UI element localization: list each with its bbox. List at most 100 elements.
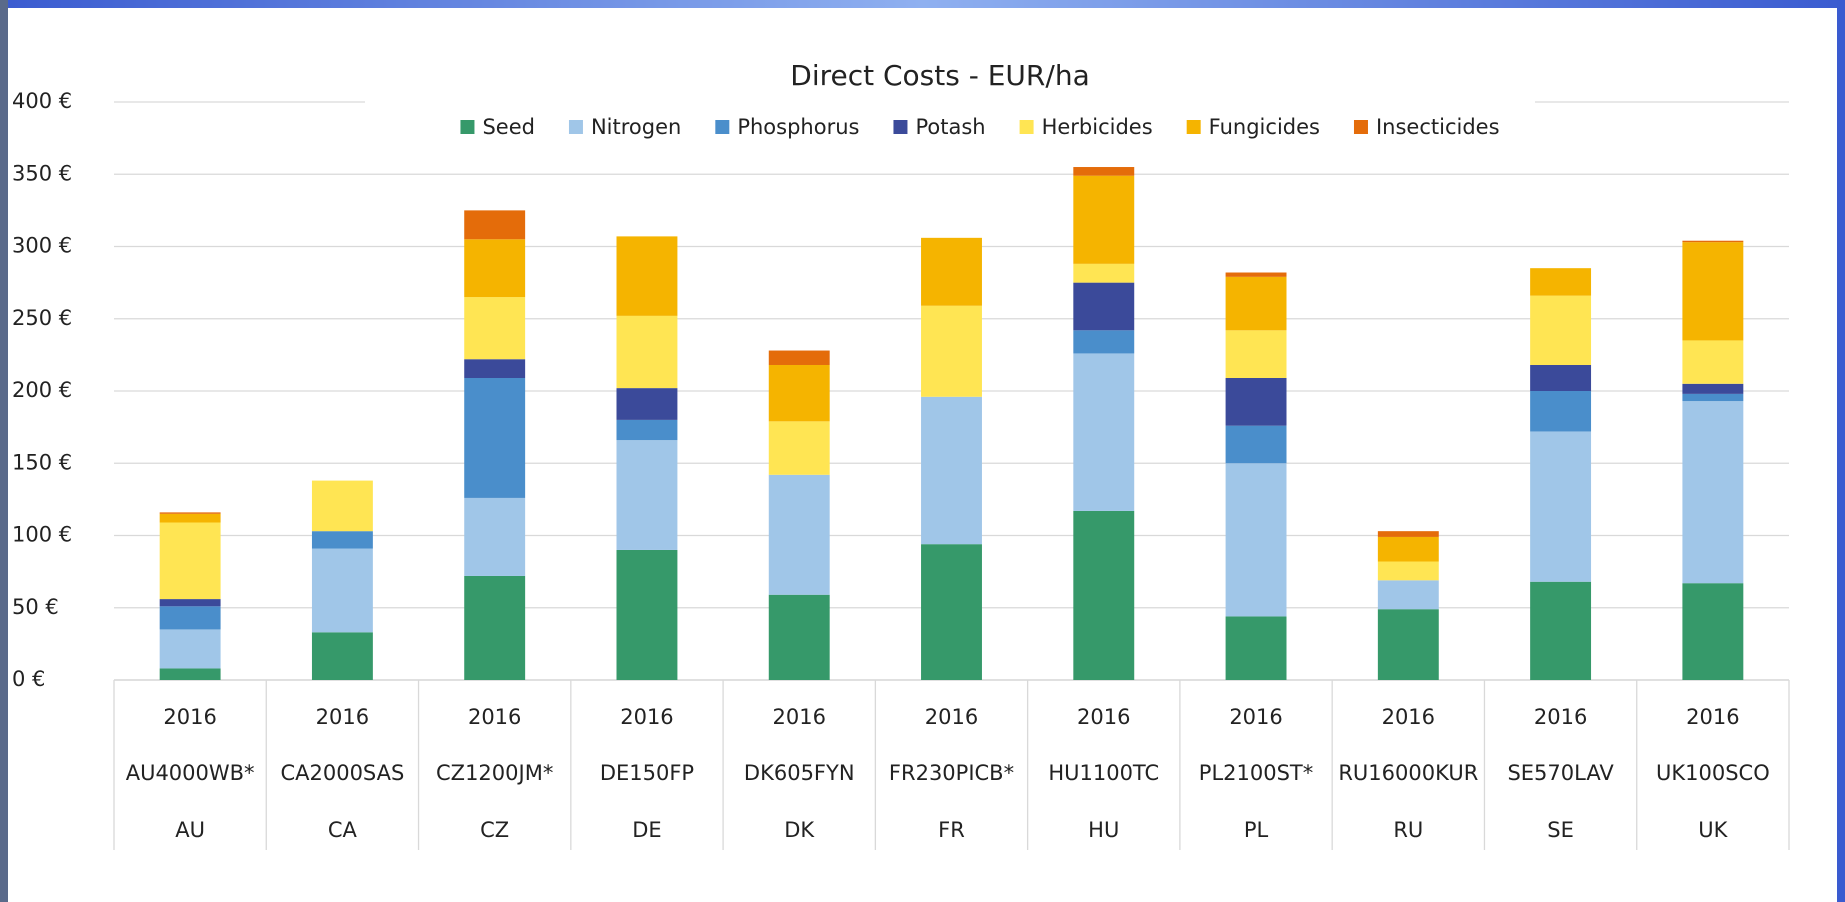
y-tick-label: 250 € [12, 306, 72, 330]
bar-segment [1073, 264, 1134, 283]
bar-segment [1530, 365, 1591, 391]
bar-segment [921, 238, 982, 306]
x-tick-label: 2016 [925, 705, 978, 729]
bar-segment [464, 359, 525, 378]
bar-segment [1530, 391, 1591, 431]
x-tick-label: RU [1393, 818, 1423, 842]
bar-segment [312, 632, 373, 680]
bar-segment [769, 351, 830, 365]
legend-swatch [1020, 120, 1034, 134]
x-tick-label: HU [1088, 818, 1119, 842]
bar-segment [160, 522, 221, 599]
bar-segment [1378, 537, 1439, 562]
x-tick-label: SE570LAV [1507, 761, 1614, 785]
bar-segment [1073, 167, 1134, 176]
x-tick-label: 2016 [1229, 705, 1282, 729]
x-tick-label: 2016 [163, 705, 216, 729]
x-tick-label: 2016 [1382, 705, 1435, 729]
bar-segment [1682, 401, 1743, 583]
y-tick-label: 0 € [12, 667, 45, 691]
x-tick-label: CZ [480, 818, 509, 842]
y-tick-label: 50 € [12, 595, 59, 619]
legend-label: Fungicides [1209, 115, 1320, 139]
bar-segment [1073, 283, 1134, 331]
x-tick-label: 2016 [1534, 705, 1587, 729]
slide-band [0, 0, 1845, 8]
x-tick-label: CZ1200JM* [436, 761, 553, 785]
chart: Direct Costs - EUR/ha 0 € 50 € 100 € 150 € 2… [0, 0, 1845, 902]
x-tick-label: UK100SCO [1656, 761, 1770, 785]
bar-segment [617, 236, 678, 315]
x-tick-label: DK [784, 818, 815, 842]
y-tick-label: 400 € [12, 89, 72, 113]
x-tick-label: DK605FYN [744, 761, 855, 785]
x-tick-label: AU4000WB* [126, 761, 255, 785]
x-tick-label: HU1100TC [1048, 761, 1159, 785]
x-tick-label: FR [938, 818, 965, 842]
legend-label: Seed [482, 115, 535, 139]
bar-segment [312, 549, 373, 633]
legend-swatch [715, 120, 729, 134]
x-tick-label: CA [328, 818, 358, 842]
bar-segment [921, 306, 982, 397]
legend-swatch [1187, 120, 1201, 134]
legend-swatch [569, 120, 583, 134]
y-tick-label: 200 € [12, 378, 72, 402]
bar-segment [617, 440, 678, 550]
bar-segment [1226, 378, 1287, 426]
legend-label: Insecticides [1376, 115, 1500, 139]
bar-segment [1378, 562, 1439, 581]
bar-segment [1530, 268, 1591, 295]
x-tick-label: 2016 [1077, 705, 1130, 729]
x-tick-label: PL [1244, 818, 1269, 842]
x-tick-label: 2016 [468, 705, 521, 729]
y-tick-label: 350 € [12, 161, 72, 185]
bar-segment [1226, 463, 1287, 616]
bar-segment [464, 498, 525, 576]
y-tick-label: 150 € [12, 450, 72, 474]
x-tick-label: PL2100ST* [1199, 761, 1313, 785]
bar-segment [921, 397, 982, 544]
bar-segment [1226, 277, 1287, 330]
bar-segment [617, 388, 678, 420]
bar-segment [1073, 511, 1134, 680]
x-tick-label: CA2000SAS [280, 761, 404, 785]
bar-segment [1073, 176, 1134, 264]
bar-segment [1682, 340, 1743, 383]
bar-segment [1378, 609, 1439, 680]
bar-segment [464, 297, 525, 359]
legend-label: Phosphorus [737, 115, 859, 139]
bar-segment [464, 378, 525, 498]
x-tick-label: 2016 [620, 705, 673, 729]
bar-segment [1226, 330, 1287, 378]
bar-segment [1073, 330, 1134, 353]
bar-segment [1226, 273, 1287, 277]
bar-segment [617, 550, 678, 680]
bar-segment [464, 239, 525, 297]
legend-label: Potash [915, 115, 985, 139]
bar-segment [1682, 394, 1743, 401]
bar-segment [464, 576, 525, 680]
bar-segment [1226, 616, 1287, 680]
bar-segment [921, 544, 982, 680]
x-tick-label: AU [175, 818, 205, 842]
y-tick-label: 100 € [12, 523, 72, 547]
x-tick-label: DE150FP [600, 761, 694, 785]
bar-segment [617, 420, 678, 440]
bar-segment [1682, 384, 1743, 394]
bar-segment [160, 514, 221, 523]
bar-segment [160, 606, 221, 629]
bar-segment [769, 421, 830, 474]
y-tick-label: 300 € [12, 234, 72, 258]
bar-segment [769, 475, 830, 595]
x-tick-label: DE [632, 818, 661, 842]
slide-edge [0, 0, 8, 902]
bar-segment [160, 629, 221, 668]
legend-item: Insecticides [1354, 115, 1500, 139]
legend-item: Phosphorus [715, 115, 859, 139]
chart-title: Direct Costs - EUR/ha [790, 59, 1089, 92]
bar-segment [1682, 583, 1743, 680]
bar-segment [1530, 431, 1591, 581]
x-tick-label: UK [1698, 818, 1728, 842]
slide-edge [1837, 0, 1845, 902]
